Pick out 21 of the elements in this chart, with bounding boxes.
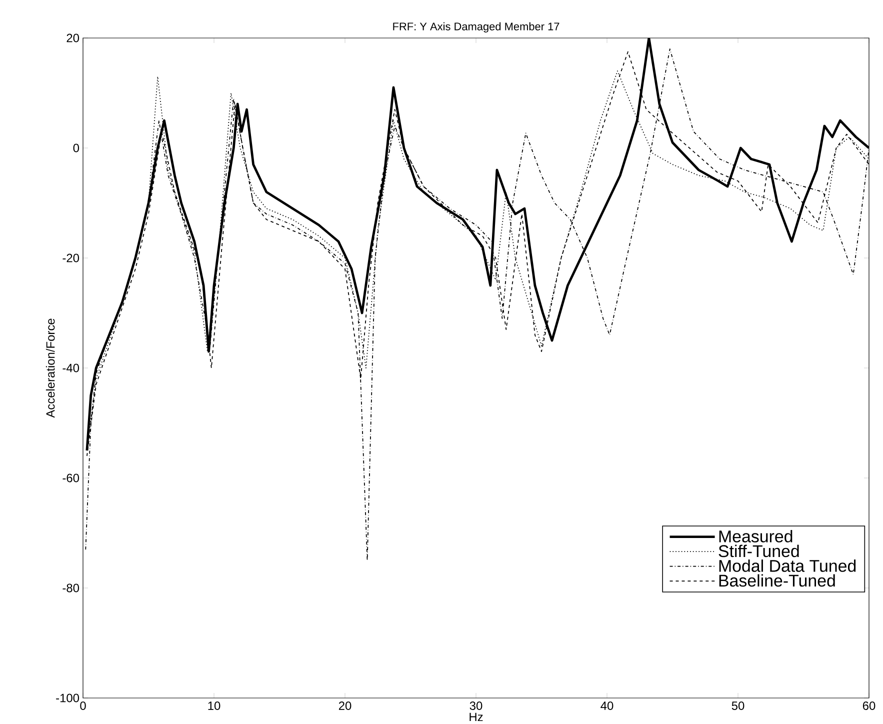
y-tick-label: -40 xyxy=(62,364,80,372)
x-tick-label: 40 xyxy=(600,701,614,710)
y-tick-label: -60 xyxy=(62,474,80,482)
legend-label: Measured xyxy=(719,530,792,542)
y-axis-title: Acceleration/Force xyxy=(46,318,55,418)
chart-title: FRF: Y Axis Damaged Member 17 xyxy=(393,22,560,32)
x-tick-label: 60 xyxy=(862,701,876,710)
y-tick-label: -20 xyxy=(62,254,80,262)
legend-label: Modal Data Tuned xyxy=(719,559,856,572)
x-tick-label: 10 xyxy=(208,701,220,710)
x-tick-label: 50 xyxy=(732,701,744,710)
x-tick-label: 30 xyxy=(470,701,482,710)
y-tick-label: -100 xyxy=(56,694,80,702)
legend-label: Stiff-Tuned xyxy=(718,544,799,557)
y-tick-label: 0 xyxy=(73,144,80,152)
x-axis-title: Hz xyxy=(470,712,483,721)
y-tick-label: 20 xyxy=(66,34,80,42)
legend-label: Baseline-Tuned xyxy=(719,574,835,586)
y-tick-label: -80 xyxy=(62,584,80,592)
x-tick-label: 0 xyxy=(80,701,86,710)
x-tick-label: 20 xyxy=(338,701,352,710)
